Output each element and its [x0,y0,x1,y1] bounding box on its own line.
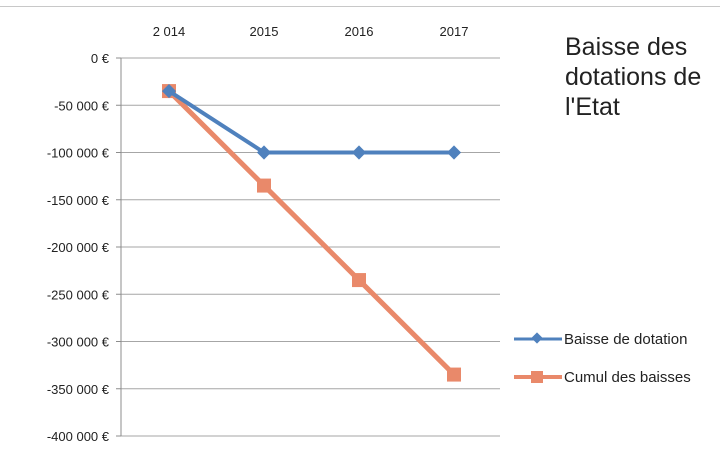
x-tick-labels: 2 014 2015 2016 2017 [153,24,469,39]
data-point-diamond [351,145,367,160]
y-tick-label: -200 000 € [47,240,110,255]
x-tick-label: 2016 [345,24,374,39]
legend-swatch-diamond-icon [510,329,564,349]
legend-item-cumul-des-baisses: Cumul des baisses [510,367,691,387]
y-tick-label: -300 000 € [47,335,110,350]
data-point-square [447,367,461,382]
x-tick-label: 2015 [250,24,279,39]
series-line-cumul-des-baisses [166,88,457,378]
legend-item-baisse-de-dotation: Baisse de dotation [510,329,687,349]
y-tick-label: -250 000 € [47,287,110,302]
series-lines [161,84,462,382]
y-tick-label: 0 € [91,51,110,66]
y-tick-label: -100 000 € [47,146,110,161]
series-line-baisse-de-dotation [167,89,456,155]
axes [116,57,122,437]
data-point-diamond [446,145,462,160]
y-tick-label: -350 000 € [47,382,110,397]
data-point-square [257,178,271,193]
y-tick-label: -50 000 € [54,98,110,113]
x-tick-label: 2017 [440,24,469,39]
y-tick-labels: 0 € -50 000 € -100 000 € -150 000 € -200 000… [47,51,110,444]
data-point-square [352,273,366,288]
legend-label: Cumul des baisses [564,368,691,386]
x-tick-label: 2 014 [153,24,186,39]
y-tick-label: -150 000 € [47,193,110,208]
legend-label: Baisse de dotation [564,330,688,348]
y-tick-label: -400 000 € [47,429,110,444]
data-point-diamond [256,145,272,160]
grid-lines [121,57,500,437]
chart-top-border [0,6,720,7]
chart-title: Baisse des dotations de l'Etat [565,33,702,121]
legend-swatch-square-icon [510,367,564,387]
